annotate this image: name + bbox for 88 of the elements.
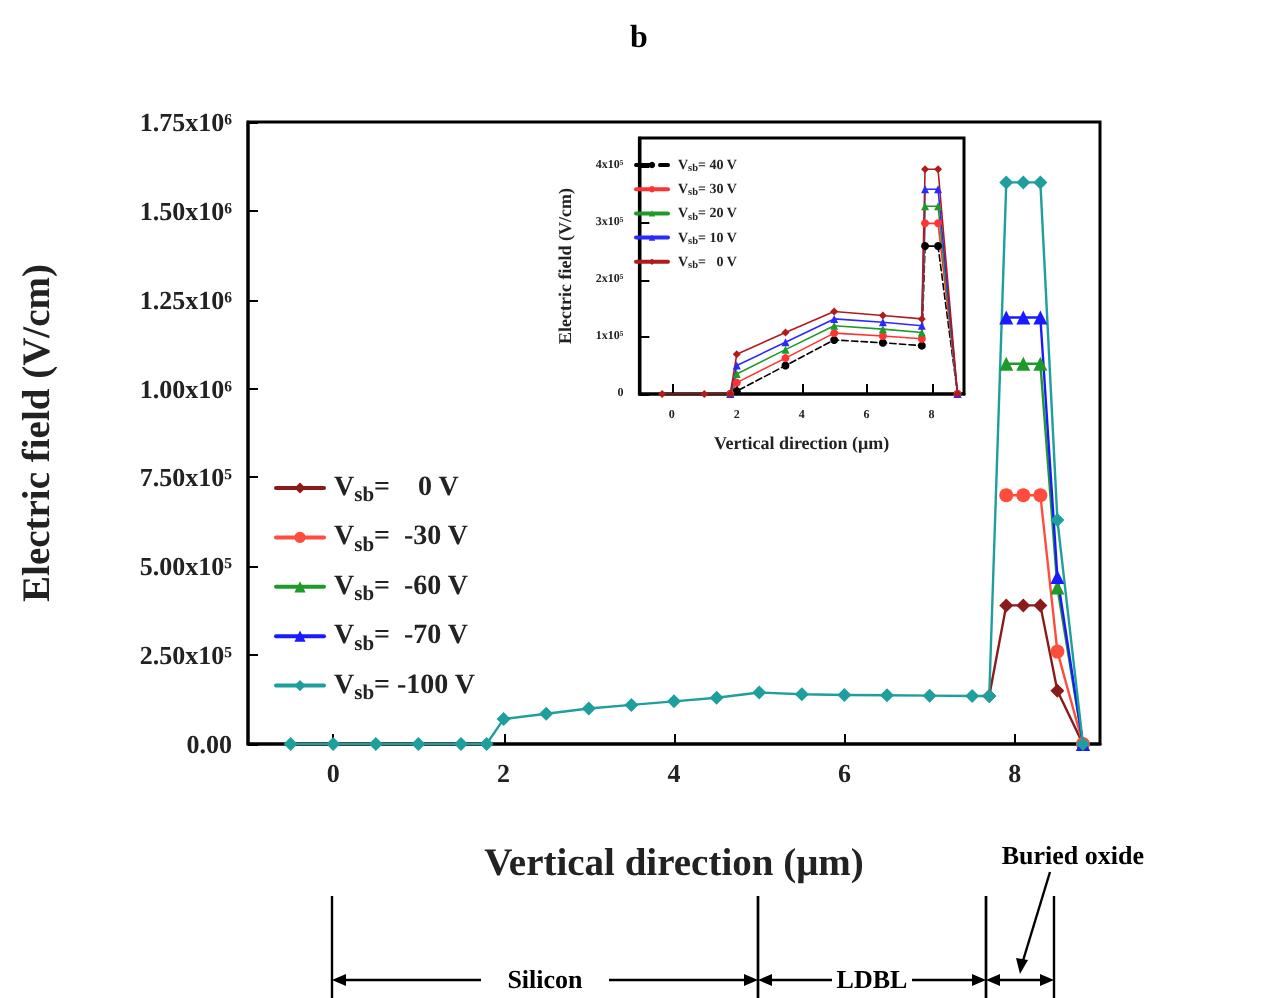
point (830, 314, 839, 323)
point (496, 712, 511, 727)
point (934, 242, 943, 251)
y-tick-label: 1.50x10⁶ (139, 195, 233, 226)
point (781, 354, 790, 363)
point (794, 687, 809, 702)
chart-title: b (630, 21, 649, 55)
point (1050, 513, 1065, 528)
x-tick-label: 6 (837, 758, 852, 788)
point (917, 321, 926, 330)
point (922, 688, 937, 703)
point (581, 701, 596, 716)
point (878, 311, 887, 320)
point (878, 338, 887, 347)
point (1016, 488, 1031, 503)
point (454, 737, 468, 751)
point (667, 694, 681, 709)
point (999, 175, 1014, 190)
y-axis-title: Electric field (V/cm) (17, 264, 59, 602)
x-tick-label: 8 (1008, 758, 1023, 788)
point (1033, 598, 1048, 613)
y-tick-label: 1.25x10⁶ (139, 284, 233, 315)
point (934, 165, 943, 174)
y-tick-label: 5.00x10⁵ (139, 551, 233, 582)
point (1050, 569, 1065, 584)
point (781, 345, 790, 354)
y-tick-label: 7.50x10⁵ (139, 462, 233, 493)
point (624, 697, 639, 712)
point (1033, 175, 1048, 190)
point (1016, 175, 1031, 190)
point (934, 185, 943, 194)
point (732, 361, 741, 370)
point (999, 598, 1014, 613)
point (732, 378, 741, 387)
point (732, 350, 741, 359)
point (1050, 683, 1065, 698)
x-tick-label: 0 (326, 758, 340, 788)
point (326, 737, 341, 751)
point (917, 341, 926, 350)
y-tick-label: 0.00 (186, 729, 232, 759)
point (1016, 356, 1031, 371)
point (1050, 644, 1065, 659)
text: LDBL (836, 964, 909, 994)
y-tick-label: 1.00x10⁶ (139, 373, 233, 404)
x-tick-label: 2 (497, 758, 511, 788)
point (1033, 488, 1048, 503)
y-tick-label: 2.50x10⁵ (139, 640, 233, 671)
point (934, 219, 943, 228)
point (837, 687, 852, 702)
point (1033, 310, 1048, 325)
point (999, 356, 1014, 371)
point (830, 335, 839, 344)
point (830, 329, 839, 338)
point (479, 737, 494, 751)
point (965, 689, 980, 704)
point (880, 688, 894, 703)
x-tick-label: 4 (667, 758, 682, 788)
point (1016, 598, 1031, 613)
point (700, 390, 709, 398)
point (658, 390, 667, 398)
point (1033, 356, 1048, 371)
point (539, 706, 554, 721)
text: Silicon (507, 964, 585, 994)
point (781, 328, 790, 337)
point (781, 361, 790, 370)
point (921, 185, 930, 194)
point (999, 310, 1014, 325)
x-axis-title: Vertical direction (μm) (714, 433, 890, 453)
point (921, 202, 930, 211)
point (921, 219, 930, 228)
x-axis-title: Vertical direction (μm) (484, 843, 864, 885)
point (921, 242, 930, 251)
point (999, 488, 1014, 503)
point (917, 314, 926, 323)
point (368, 737, 383, 751)
point (781, 338, 790, 347)
y-axis-title: Electric field (V/cm) (555, 188, 575, 344)
point (283, 737, 298, 751)
y-tick-label: 1.75x10⁶ (139, 107, 233, 137)
point (411, 737, 426, 751)
point (1016, 310, 1031, 325)
text: Buried oxide (1001, 840, 1145, 870)
point (921, 165, 930, 174)
point (830, 307, 839, 316)
point (934, 202, 943, 211)
point (878, 325, 887, 334)
point (752, 685, 767, 700)
point (709, 690, 724, 705)
